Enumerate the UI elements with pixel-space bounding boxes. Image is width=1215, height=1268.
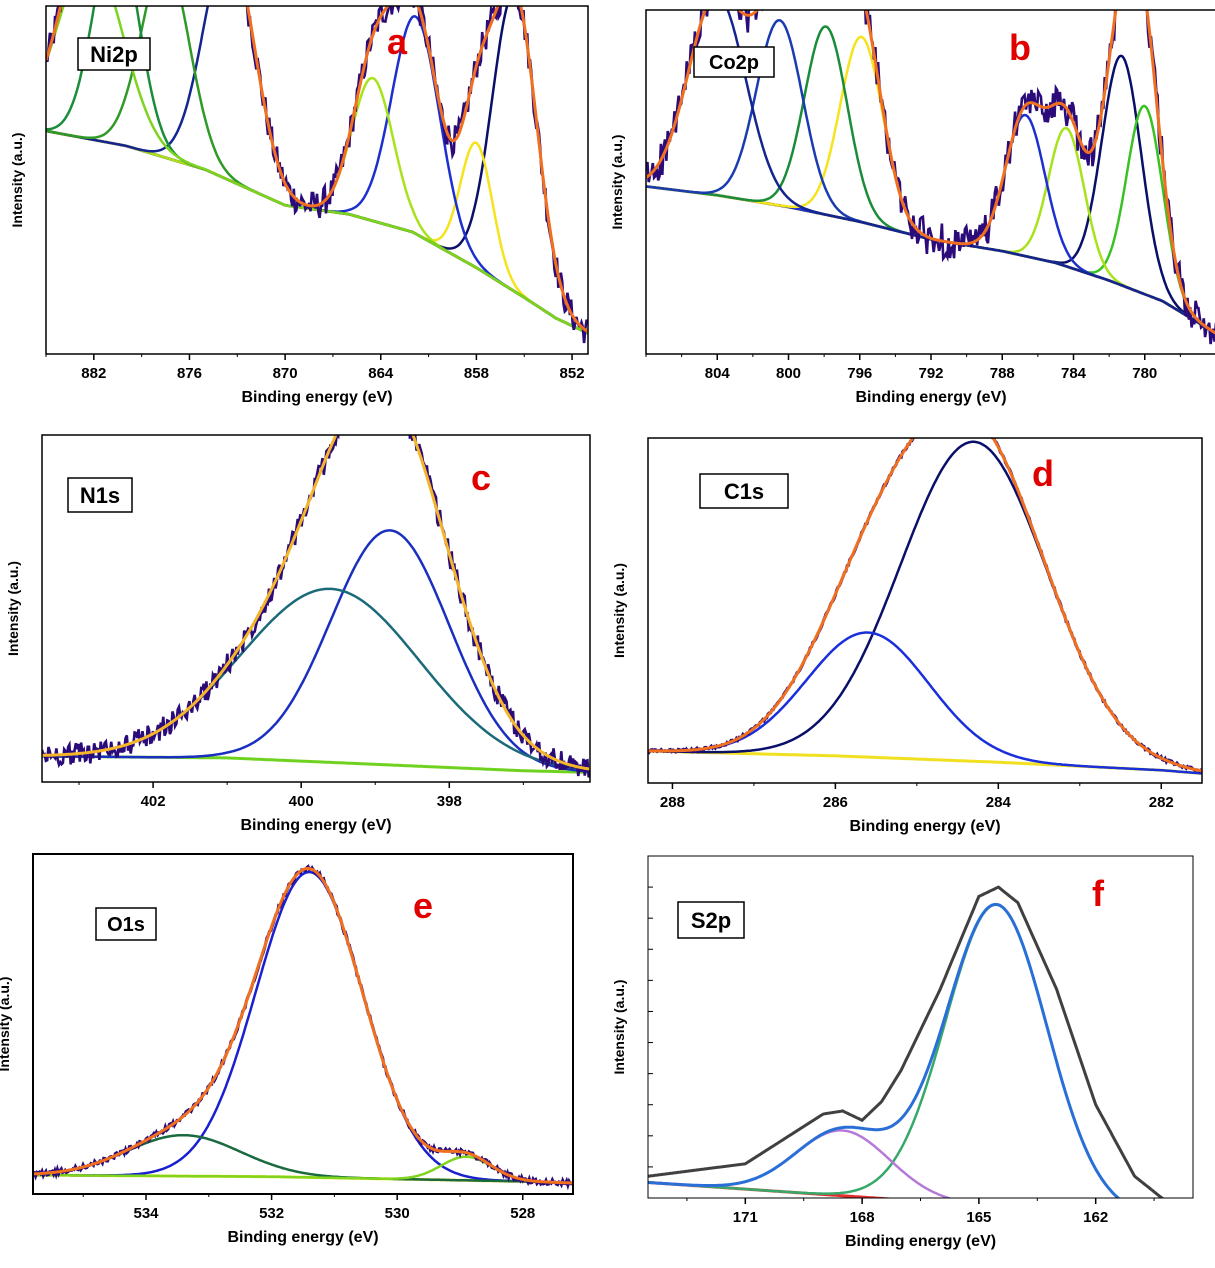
x-tick-label-b-1: 800 xyxy=(776,365,801,382)
x-tick-label-e-2: 530 xyxy=(385,1205,410,1222)
x-tick-label-c-0: 402 xyxy=(141,793,166,810)
x-tick-label-b-3: 792 xyxy=(918,365,943,382)
plot-frame-c xyxy=(41,434,591,783)
plot-area-c xyxy=(42,435,590,778)
x-tick-label-d-1: 286 xyxy=(823,794,848,811)
plot-frame-d xyxy=(647,437,1203,784)
x-tick-label-e-3: 528 xyxy=(510,1205,535,1222)
plot-area-e xyxy=(33,864,573,1191)
fit-envelope-line-f xyxy=(648,902,1121,1198)
panel-letter-d: d xyxy=(1032,453,1054,494)
x-axis-label-f: Binding energy (eV) xyxy=(845,1233,996,1250)
y-axis-label-a: Intensity (a.u.) xyxy=(9,133,25,228)
background-line-d xyxy=(648,749,1202,775)
x-tick-label-f-0: 171 xyxy=(733,1209,758,1226)
panel-b: 804 800 796 792 788 784 780 Binding energy (eV)… xyxy=(609,9,1215,406)
background-line-c xyxy=(42,754,590,774)
x-tick-label-a-5: 852 xyxy=(560,365,585,382)
component-peak-b-4 xyxy=(646,113,1215,335)
raw-data-line-d xyxy=(648,438,1202,773)
x-tick-label-b-5: 784 xyxy=(1061,365,1087,382)
panel-letter-b: b xyxy=(1009,27,1031,68)
x-tick-label-a-4: 858 xyxy=(464,365,489,382)
y-axis-label-d: Intensity (a.u.) xyxy=(611,563,627,658)
panel-c: 402 400 398 Binding energy (eV) Intensity (a… xyxy=(5,434,591,834)
plot-area-b xyxy=(646,10,1215,345)
x-tick-label-b-4: 788 xyxy=(990,365,1015,382)
panel-letter-c: c xyxy=(471,457,491,498)
x-tick-label-f-3: 162 xyxy=(1083,1209,1108,1226)
fit-envelope-line-b xyxy=(646,10,1215,335)
plot-area-d xyxy=(648,438,1202,775)
x-tick-label-e-0: 534 xyxy=(134,1205,160,1222)
panel-title-e: O1s xyxy=(107,914,145,936)
x-tick-label-d-0: 288 xyxy=(660,794,685,811)
panel-title-f: S2p xyxy=(691,908,731,933)
panel-e: 534 532 530 528 Binding energy (eV) Intensity… xyxy=(0,853,574,1246)
component-peak-f-2 xyxy=(648,1129,953,1198)
raw-data-line-c xyxy=(42,435,590,778)
panel-title-box-e xyxy=(95,907,157,941)
x-tick-label-b-2: 796 xyxy=(847,365,872,382)
raw-data-line-b xyxy=(646,10,1215,345)
panel-d: 288 286 284 282 Binding energy (eV) Intensity… xyxy=(611,437,1203,835)
x-tick-label-f-2: 165 xyxy=(966,1209,991,1226)
panel-title-a: Ni2p xyxy=(90,42,138,67)
x-tick-label-c-1: 400 xyxy=(289,793,314,810)
panel-title-box-b xyxy=(693,46,775,78)
x-tick-label-d-3: 282 xyxy=(1149,794,1174,811)
x-tick-label-d-2: 284 xyxy=(986,794,1012,811)
x-tick-label-f-1: 168 xyxy=(850,1209,875,1226)
panel-title-d: C1s xyxy=(724,479,764,504)
panel-title-box-d xyxy=(699,473,789,509)
x-tick-label-a-0: 882 xyxy=(81,365,106,382)
x-axis-label-e: Binding energy (eV) xyxy=(227,1229,378,1246)
component-peak-a-2 xyxy=(46,129,588,335)
fit-envelope-line-c xyxy=(42,435,590,771)
panel-f: 171 168 165 162 Binding energy (eV) Intensity… xyxy=(611,855,1194,1250)
plot-area-f xyxy=(648,885,1165,1198)
x-tick-label-c-2: 398 xyxy=(437,793,462,810)
raw-data-line-f xyxy=(648,885,1165,1198)
x-axis-label-b: Binding energy (eV) xyxy=(855,389,1006,406)
x-tick-label-b-0: 804 xyxy=(705,365,731,382)
background-line-a xyxy=(46,129,588,335)
x-tick-label-a-3: 864 xyxy=(368,365,394,382)
x-tick-label-b-6: 780 xyxy=(1132,365,1157,382)
plot-frame-e xyxy=(32,853,574,1195)
x-axis-label-c: Binding energy (eV) xyxy=(240,817,391,834)
x-tick-label-e-1: 532 xyxy=(259,1205,284,1222)
x-axis-label-a: Binding energy (eV) xyxy=(241,389,392,406)
panel-letter-f: f xyxy=(1092,873,1105,914)
component-peak-f-1 xyxy=(648,903,1121,1198)
panel-title-c: N1s xyxy=(80,483,120,508)
panel-title-b: Co2p xyxy=(709,52,759,74)
y-axis-label-f: Intensity (a.u.) xyxy=(611,980,627,1075)
panel-letter-e: e xyxy=(413,885,433,926)
y-axis-label-c: Intensity (a.u.) xyxy=(5,561,21,656)
background-line-b xyxy=(646,184,1215,335)
x-tick-label-a-2: 870 xyxy=(273,365,298,382)
fit-envelope-line-d xyxy=(648,438,1202,773)
panel-title-box-a xyxy=(77,37,151,71)
y-axis-label-e: Intensity (a.u.) xyxy=(0,977,12,1072)
panel-title-box-c xyxy=(67,477,133,513)
x-axis-label-d: Binding energy (eV) xyxy=(849,818,1000,835)
panel-letter-a: a xyxy=(387,21,408,62)
raw-data-line-a xyxy=(46,6,588,344)
component-peak-b-2 xyxy=(646,104,1215,335)
panel-title-box-f xyxy=(677,901,745,939)
component-peak-c-1 xyxy=(42,529,590,773)
plot-frame-a xyxy=(45,5,589,355)
panel-a: 882 876 870 864 858 852 Binding energy (eV) Int… xyxy=(9,5,589,406)
x-tick-label-a-1: 876 xyxy=(177,365,202,382)
fit-envelope-line-e xyxy=(33,866,573,1185)
component-peak-d-2 xyxy=(648,631,1202,775)
component-peak-b-1 xyxy=(646,54,1215,335)
y-axis-label-b: Intensity (a.u.) xyxy=(609,135,625,230)
